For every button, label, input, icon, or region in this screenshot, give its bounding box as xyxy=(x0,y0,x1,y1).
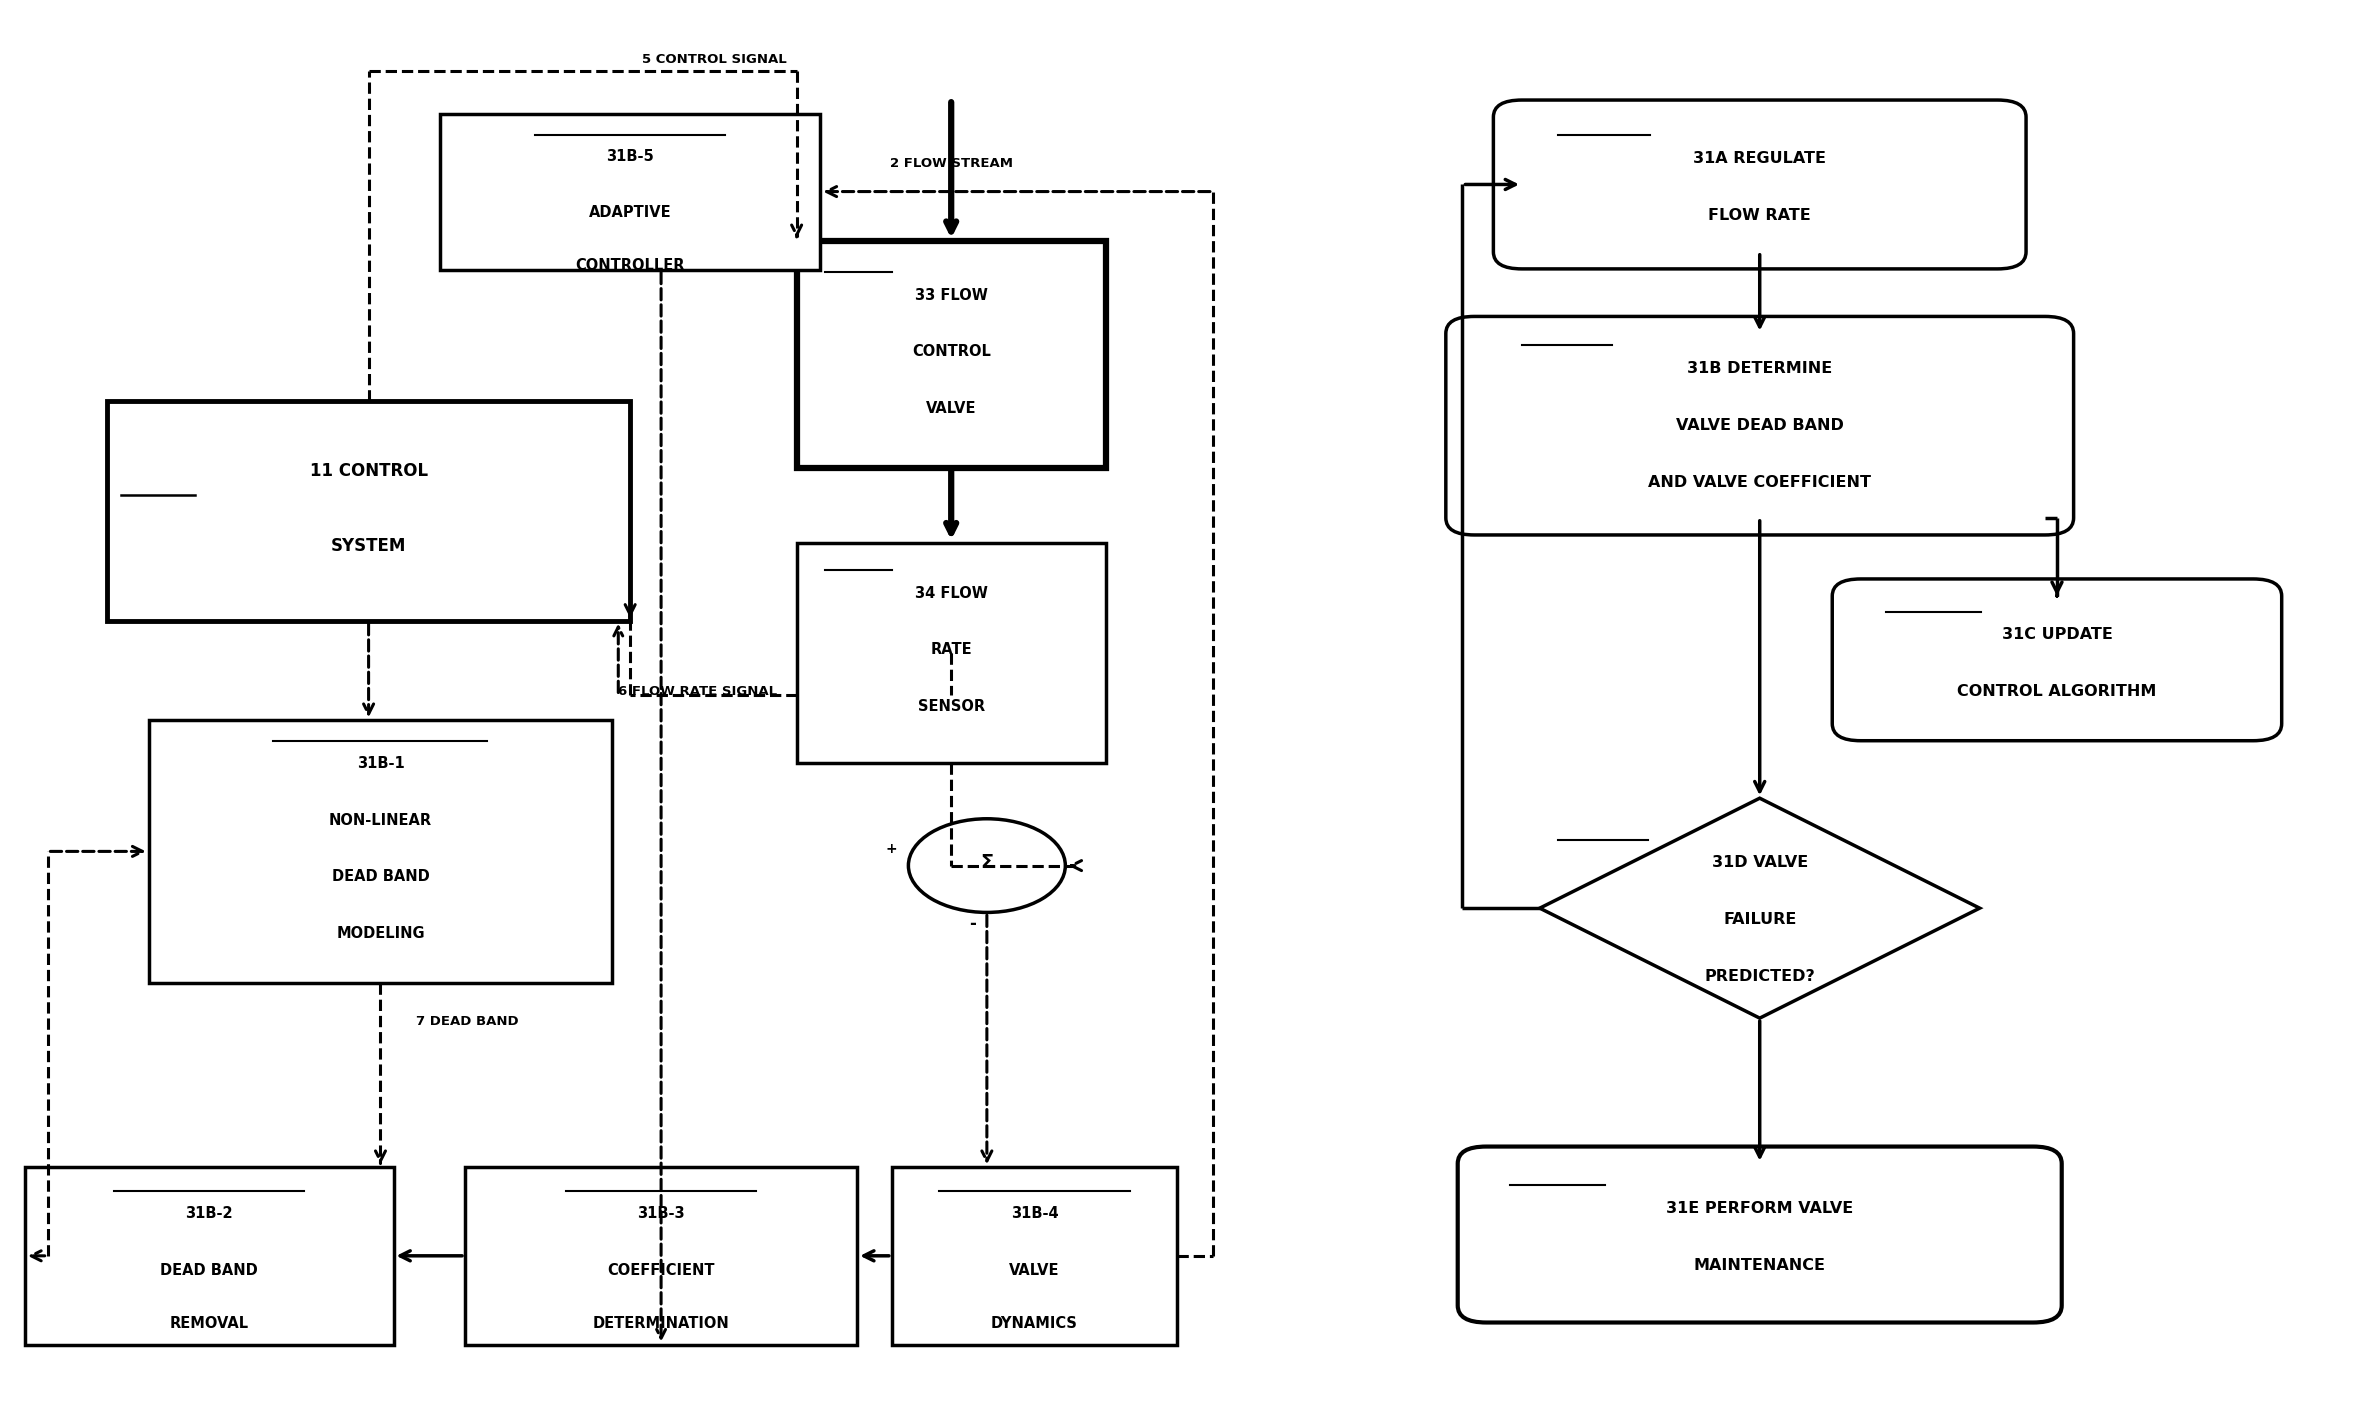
Text: -: - xyxy=(970,915,975,932)
Text: FAILURE: FAILURE xyxy=(1724,912,1795,927)
Text: ADAPTIVE: ADAPTIVE xyxy=(590,206,671,220)
Text: 5 CONTROL SIGNAL: 5 CONTROL SIGNAL xyxy=(642,53,787,67)
Text: DEAD BAND: DEAD BAND xyxy=(331,870,430,884)
Text: 7 DEAD BAND: 7 DEAD BAND xyxy=(416,1015,518,1029)
Text: 31E PERFORM VALVE: 31E PERFORM VALVE xyxy=(1667,1202,1852,1216)
FancyBboxPatch shape xyxy=(1446,316,2074,535)
Text: FLOW RATE: FLOW RATE xyxy=(1707,209,1812,223)
Text: RATE: RATE xyxy=(930,643,973,657)
Text: COEFFICIENT: COEFFICIENT xyxy=(606,1263,716,1277)
Text: 31B DETERMINE: 31B DETERMINE xyxy=(1686,362,1833,376)
Text: 31C UPDATE: 31C UPDATE xyxy=(2002,627,2112,641)
Text: 6 FLOW RATE SIGNAL: 6 FLOW RATE SIGNAL xyxy=(618,684,778,698)
Text: CONTROLLER: CONTROLLER xyxy=(575,258,685,272)
Text: PREDICTED?: PREDICTED? xyxy=(1705,969,1814,983)
Polygon shape xyxy=(1541,797,1978,1019)
Text: MAINTENANCE: MAINTENANCE xyxy=(1693,1259,1826,1273)
Text: 11 CONTROL: 11 CONTROL xyxy=(309,463,428,480)
Text: 2 FLOW STREAM: 2 FLOW STREAM xyxy=(889,156,1013,170)
Bar xyxy=(107,400,630,622)
Text: REMOVAL: REMOVAL xyxy=(169,1317,250,1331)
FancyBboxPatch shape xyxy=(1493,99,2026,268)
Circle shape xyxy=(908,819,1065,912)
Text: 33 FLOW: 33 FLOW xyxy=(916,288,987,302)
Text: NON-LINEAR: NON-LINEAR xyxy=(328,813,433,827)
Bar xyxy=(464,1166,856,1345)
Text: 31B-4: 31B-4 xyxy=(1011,1206,1058,1220)
Text: CONTROL ALGORITHM: CONTROL ALGORITHM xyxy=(1957,684,2157,698)
Bar xyxy=(147,721,614,982)
Text: DYNAMICS: DYNAMICS xyxy=(992,1317,1077,1331)
Text: +: + xyxy=(887,841,897,856)
Bar xyxy=(24,1166,392,1345)
Text: VALVE: VALVE xyxy=(925,402,977,416)
Bar xyxy=(892,1166,1177,1345)
Text: Σ: Σ xyxy=(980,853,994,873)
Text: DEAD BAND: DEAD BAND xyxy=(159,1263,259,1277)
Text: VALVE DEAD BAND: VALVE DEAD BAND xyxy=(1676,419,1843,433)
Text: SENSOR: SENSOR xyxy=(918,700,984,714)
Text: 31A REGULATE: 31A REGULATE xyxy=(1693,152,1826,166)
Text: 31B-5: 31B-5 xyxy=(606,149,654,163)
FancyBboxPatch shape xyxy=(1831,579,2283,741)
Bar xyxy=(797,542,1106,763)
Bar xyxy=(797,241,1106,468)
Text: 31B-3: 31B-3 xyxy=(637,1206,685,1220)
Text: MODELING: MODELING xyxy=(335,927,426,941)
Text: CONTROL: CONTROL xyxy=(911,345,992,359)
Text: VALVE: VALVE xyxy=(1008,1263,1061,1277)
FancyBboxPatch shape xyxy=(1458,1147,2062,1323)
Text: SYSTEM: SYSTEM xyxy=(331,538,407,555)
Text: DETERMINATION: DETERMINATION xyxy=(592,1317,730,1331)
Text: 31B-1: 31B-1 xyxy=(357,756,404,771)
Text: 31B-2: 31B-2 xyxy=(185,1206,233,1220)
Text: 34 FLOW: 34 FLOW xyxy=(916,586,987,600)
Text: AND VALVE COEFFICIENT: AND VALVE COEFFICIENT xyxy=(1648,475,1871,490)
Text: 31D VALVE: 31D VALVE xyxy=(1712,856,1807,870)
Bar xyxy=(440,114,820,270)
